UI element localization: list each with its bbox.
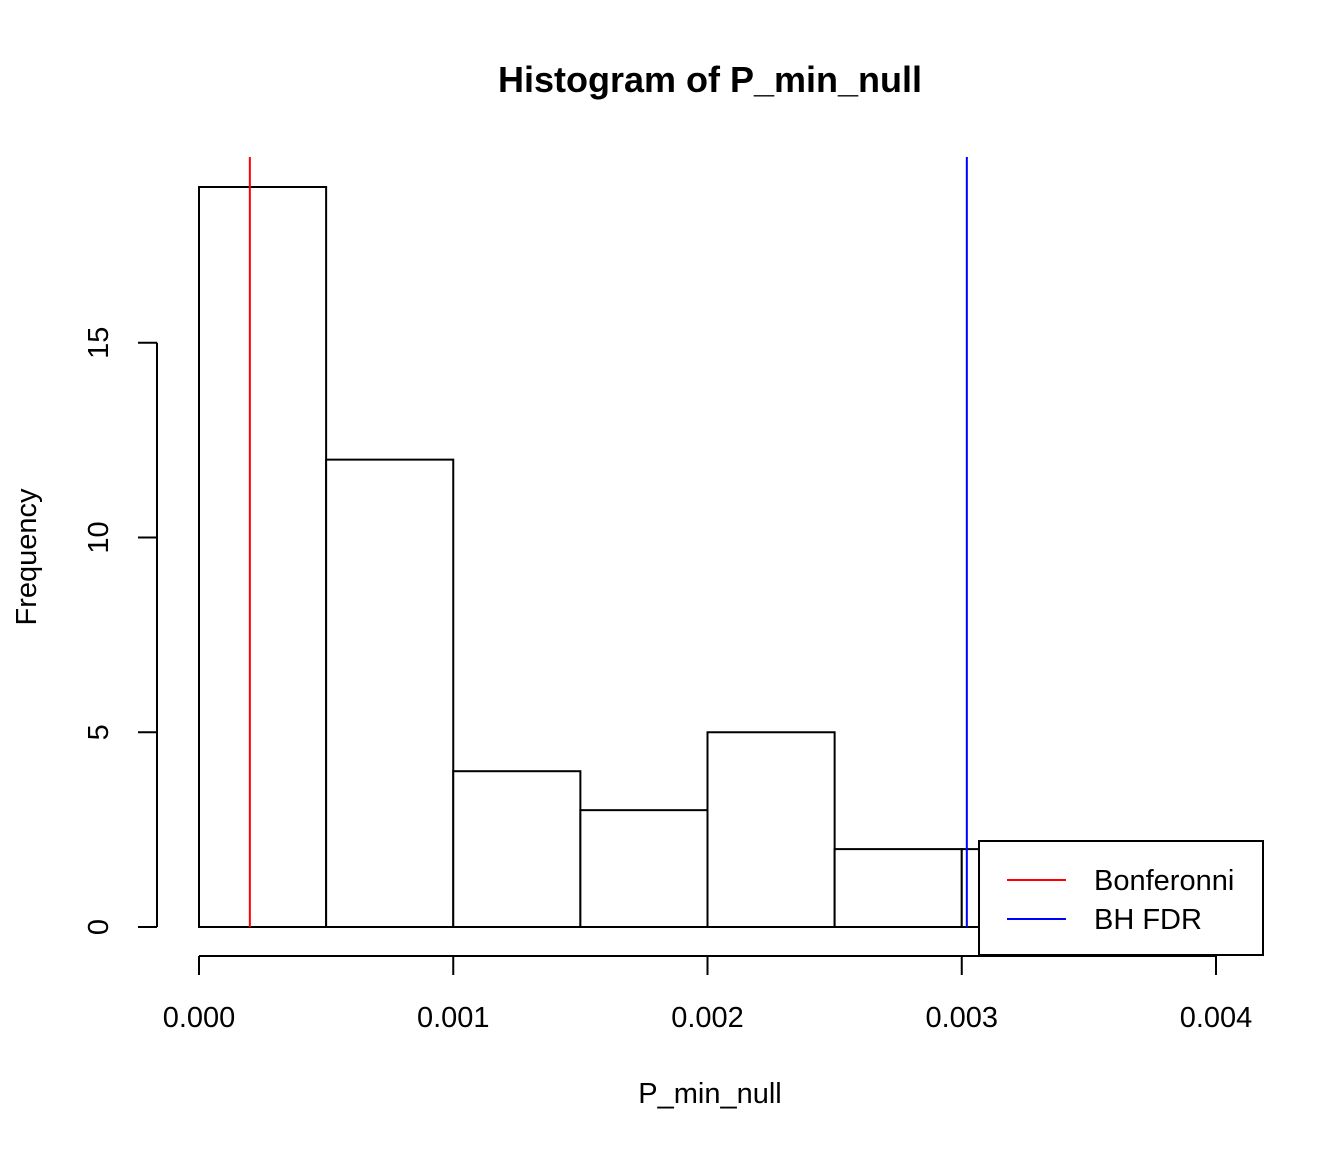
histogram-bar-5 — [706, 731, 836, 929]
histogram-bar-6 — [833, 848, 963, 929]
x-tick-label: 0.004 — [1180, 1002, 1253, 1034]
histogram-bar-2 — [325, 458, 455, 928]
histogram-bars — [198, 186, 1090, 929]
legend-box — [978, 840, 1264, 956]
y-tick-label: 0 — [83, 919, 115, 935]
y-tick-label: 5 — [83, 724, 115, 740]
y-axis-label: Frequency — [11, 488, 43, 626]
y-tick-label: 10 — [83, 521, 115, 553]
legend-label: BH FDR — [1094, 904, 1202, 936]
x-axis-label: P_min_null — [638, 1078, 781, 1110]
histogram-bar-1 — [198, 186, 328, 928]
chart-title: Histogram of P_min_null — [498, 59, 922, 100]
x-tick-label: 0.002 — [671, 1002, 744, 1034]
x-tick-label: 0.000 — [163, 1002, 236, 1034]
legend-label: Bonferonni — [1094, 865, 1234, 897]
x-tick-label: 0.003 — [925, 1002, 998, 1034]
x-tick-label: 0.001 — [417, 1002, 490, 1034]
x-axis: 0.000 0.001 0.002 0.003 0.004 — [163, 955, 1253, 1034]
histogram-bar-4 — [579, 809, 709, 928]
histogram-bar-3 — [452, 770, 582, 928]
threshold-lines — [248, 157, 968, 927]
legend: Bonferonni BH FDR — [978, 840, 1264, 956]
y-axis: 0 5 10 15 — [83, 327, 158, 935]
y-tick-label: 15 — [83, 327, 115, 359]
